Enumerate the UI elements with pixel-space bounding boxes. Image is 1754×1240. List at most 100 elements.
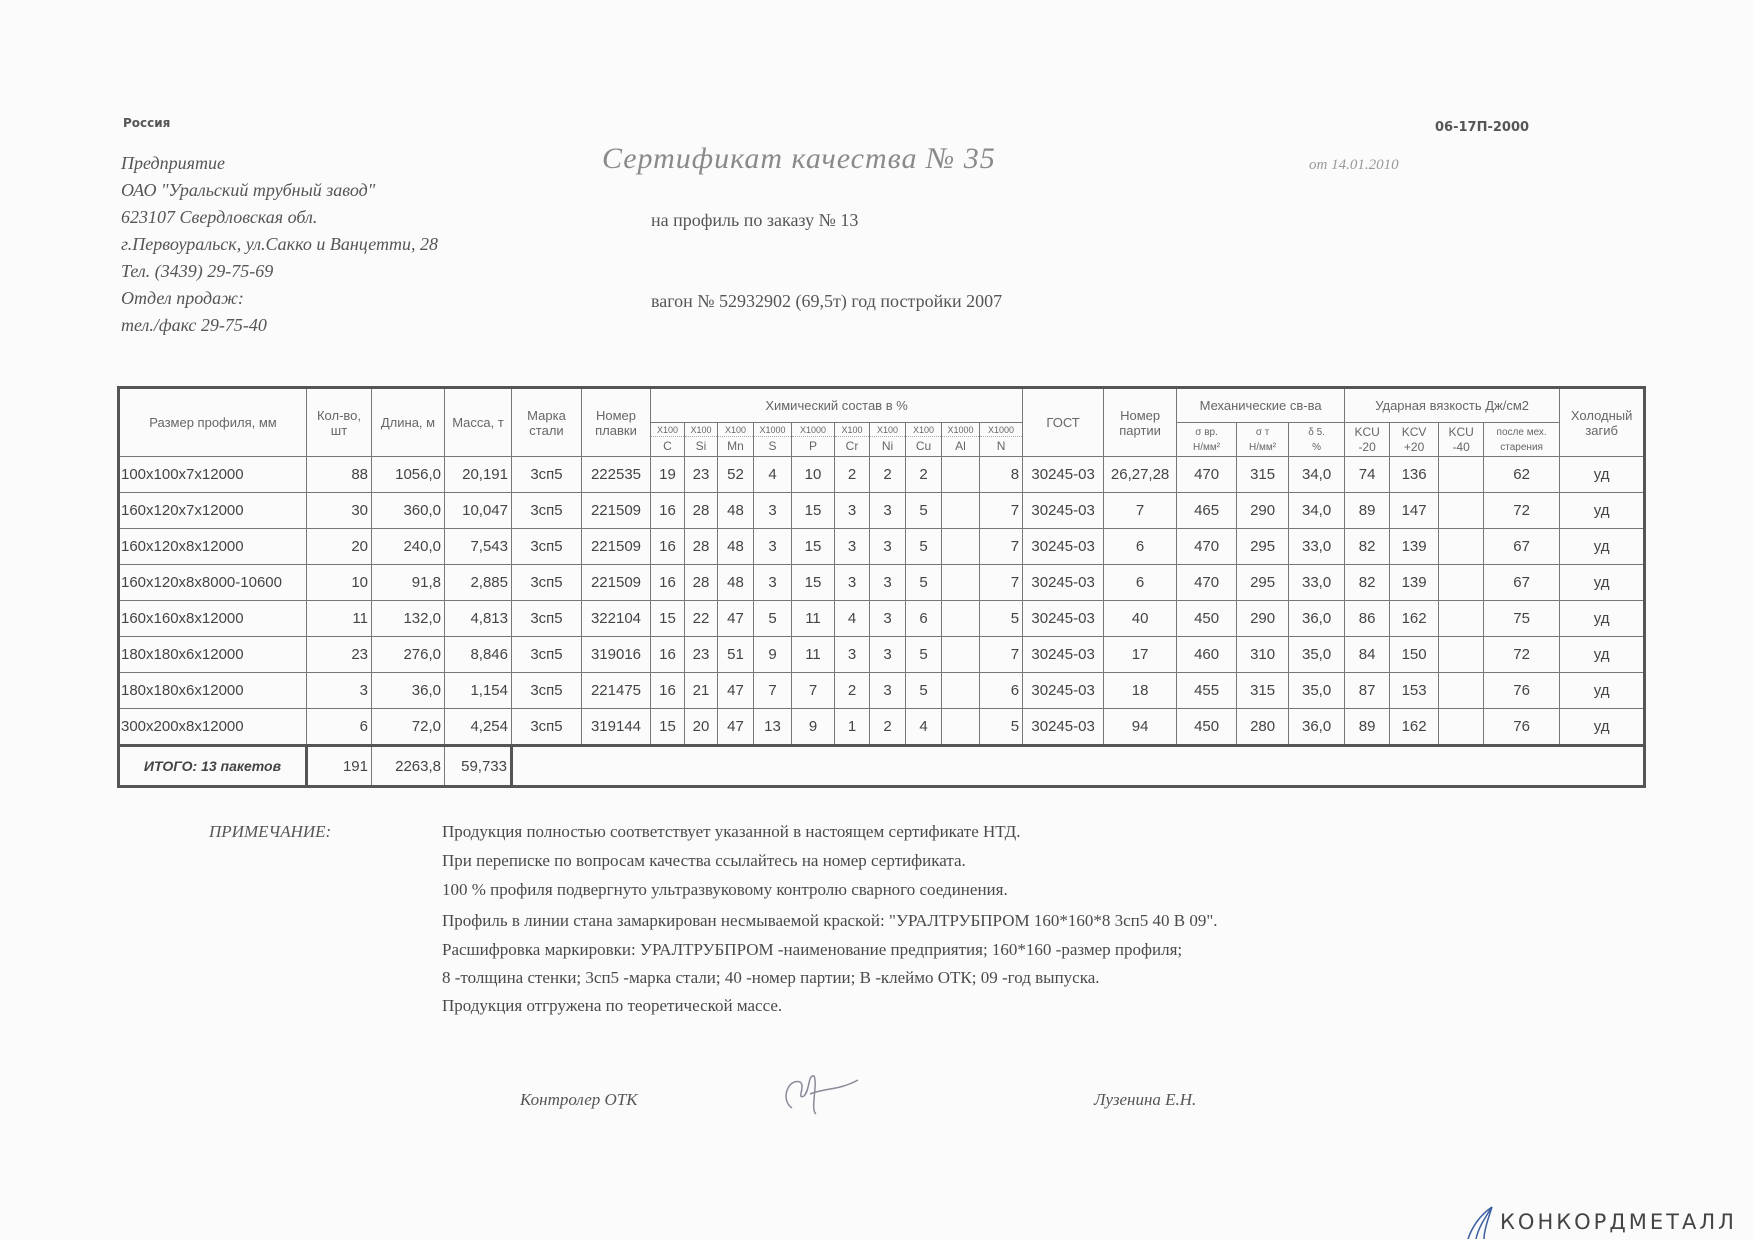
header-impact-col: KCV +20 — [1389, 422, 1440, 457]
table-cell: 139 — [1389, 528, 1440, 565]
table-cell: 28 — [684, 528, 718, 565]
element-label: Al — [955, 439, 966, 453]
table-cell: 7 — [753, 672, 792, 709]
header-chem-n: X1000 N — [978, 422, 1024, 457]
notes-label: ПРИМЕЧАНИЕ: — [209, 822, 332, 841]
impact-top: KCU — [1354, 424, 1380, 439]
mech-top: σ т — [1255, 426, 1270, 438]
table-cell: 9 — [791, 708, 835, 746]
table-cell: 221509 — [581, 564, 651, 601]
controller-label: Контролер ОТК — [520, 1090, 638, 1109]
table-cell: 5 — [978, 600, 1024, 637]
header-mech-col: σ т Н/мм² — [1236, 422, 1290, 457]
table-cell: 3 — [753, 564, 792, 601]
multiplier-label: X100 — [870, 424, 905, 437]
table-cell: 30245-03 — [1022, 600, 1105, 637]
multiplier-label: X1000 — [980, 424, 1022, 437]
table-cell: 310 — [1236, 636, 1290, 673]
element-label: Ni — [881, 439, 894, 453]
table-cell: 5 — [978, 708, 1024, 746]
table-cell: 150 — [1389, 636, 1440, 673]
table-cell: 3сп5 — [511, 708, 582, 746]
table-cell — [1438, 564, 1485, 601]
impact-bot: -40 — [1452, 439, 1470, 454]
table-row: 160x120x8x12000 20 240,0 7,543 3сп5 221509 16 2… — [118, 528, 1646, 565]
table-cell: 16 — [650, 636, 685, 673]
element-label: S — [768, 439, 777, 453]
table-cell: 3 — [753, 492, 792, 529]
table-cell: 3 — [869, 600, 906, 637]
table-cell: 67 — [1483, 528, 1561, 565]
company-block: Предприятие ОАО "Уральский трубный завод… — [121, 150, 438, 339]
table-cell: 2 — [834, 672, 870, 709]
impact-top: KCU — [1448, 424, 1474, 439]
table-cell: 11 — [791, 600, 835, 637]
table-cell — [941, 528, 980, 565]
table-cell: 33,0 — [1288, 564, 1346, 601]
table-cell — [1438, 672, 1485, 709]
table-cell: 47 — [717, 672, 754, 709]
table-cell: 30245-03 — [1022, 708, 1105, 746]
header-chem-al: X1000 Al — [941, 422, 980, 457]
table-cell: 6 — [1103, 528, 1178, 565]
company-line: 623107 Свердловская обл. — [121, 207, 318, 227]
table-row: 180x180x6x12000 3 36,0 1,154 3сп5 221475 16 21 4… — [118, 672, 1646, 709]
table-cell: 74 — [1344, 456, 1391, 493]
table-cell: 3 — [869, 528, 906, 565]
table-cell: 36,0 — [1288, 600, 1346, 637]
table-cell: 315 — [1236, 456, 1290, 493]
header-qty: Кол-во, шт — [306, 387, 372, 457]
header-heat: Номер плавки — [581, 387, 651, 457]
table-cell: 87 — [1344, 672, 1391, 709]
table-cell: 3сп5 — [511, 564, 582, 601]
table-cell: 72 — [1483, 492, 1561, 529]
table-cell: 470 — [1176, 564, 1238, 601]
table-cell: 5 — [905, 672, 942, 709]
table-cell: 30245-03 — [1022, 492, 1105, 529]
table-cell: 28 — [684, 564, 718, 601]
table-cell: 1056,0 — [371, 456, 445, 493]
table-cell: 13 — [753, 708, 792, 746]
table-cell: 89 — [1344, 708, 1391, 746]
table-cell: 319016 — [581, 636, 651, 673]
table-cell: 51 — [717, 636, 754, 673]
table-cell: 136 — [1389, 456, 1440, 493]
table-cell: 3 — [869, 492, 906, 529]
table-cell: 3сп5 — [511, 492, 582, 529]
table-cell: 3 — [869, 564, 906, 601]
table-cell: 47 — [717, 708, 754, 746]
multiplier-label: X1000 — [754, 424, 791, 437]
table-cell: 40 — [1103, 600, 1178, 637]
table-cell: 8 — [978, 456, 1024, 493]
header-chem-s: X1000 S — [753, 422, 792, 457]
table-cell: 300x200x8x12000 — [118, 708, 307, 746]
table-cell: 5 — [905, 564, 942, 601]
table-cell: уд — [1559, 600, 1646, 637]
table-cell: 1 — [834, 708, 870, 746]
element-label: Cr — [845, 439, 859, 453]
table-cell: 240,0 — [371, 528, 445, 565]
table-cell: 16 — [650, 492, 685, 529]
table-cell: 2 — [905, 456, 942, 493]
table-cell: 62 — [1483, 456, 1561, 493]
table-cell: 3сп5 — [511, 456, 582, 493]
table-cell: 30 — [306, 492, 372, 529]
table-cell: 4,254 — [444, 708, 512, 746]
table-cell: 470 — [1176, 456, 1238, 493]
table-cell: 52 — [717, 456, 754, 493]
element-label: P — [808, 439, 817, 453]
company-line: г.Первоуральск, ул.Сакко и Ванцетти, 28 — [121, 234, 438, 254]
table-cell: 470 — [1176, 528, 1238, 565]
table-cell: 7,543 — [444, 528, 512, 565]
table-cell: 23 — [684, 636, 718, 673]
header-grade: Марка стали — [511, 387, 582, 457]
table-cell: 5 — [905, 528, 942, 565]
table-row: 180x180x6x12000 23 276,0 8,846 3сп5 319016 16 2… — [118, 636, 1646, 673]
company-logo: КОНКОРДМЕТАЛЛ — [1466, 1205, 1737, 1239]
table-cell: уд — [1559, 672, 1646, 709]
table-cell: 4 — [753, 456, 792, 493]
table-cell: 30245-03 — [1022, 636, 1105, 673]
header-chem-p: X1000 P — [791, 422, 835, 457]
table-cell: 460 — [1176, 636, 1238, 673]
mech-unit: Н/мм² — [1193, 441, 1221, 453]
